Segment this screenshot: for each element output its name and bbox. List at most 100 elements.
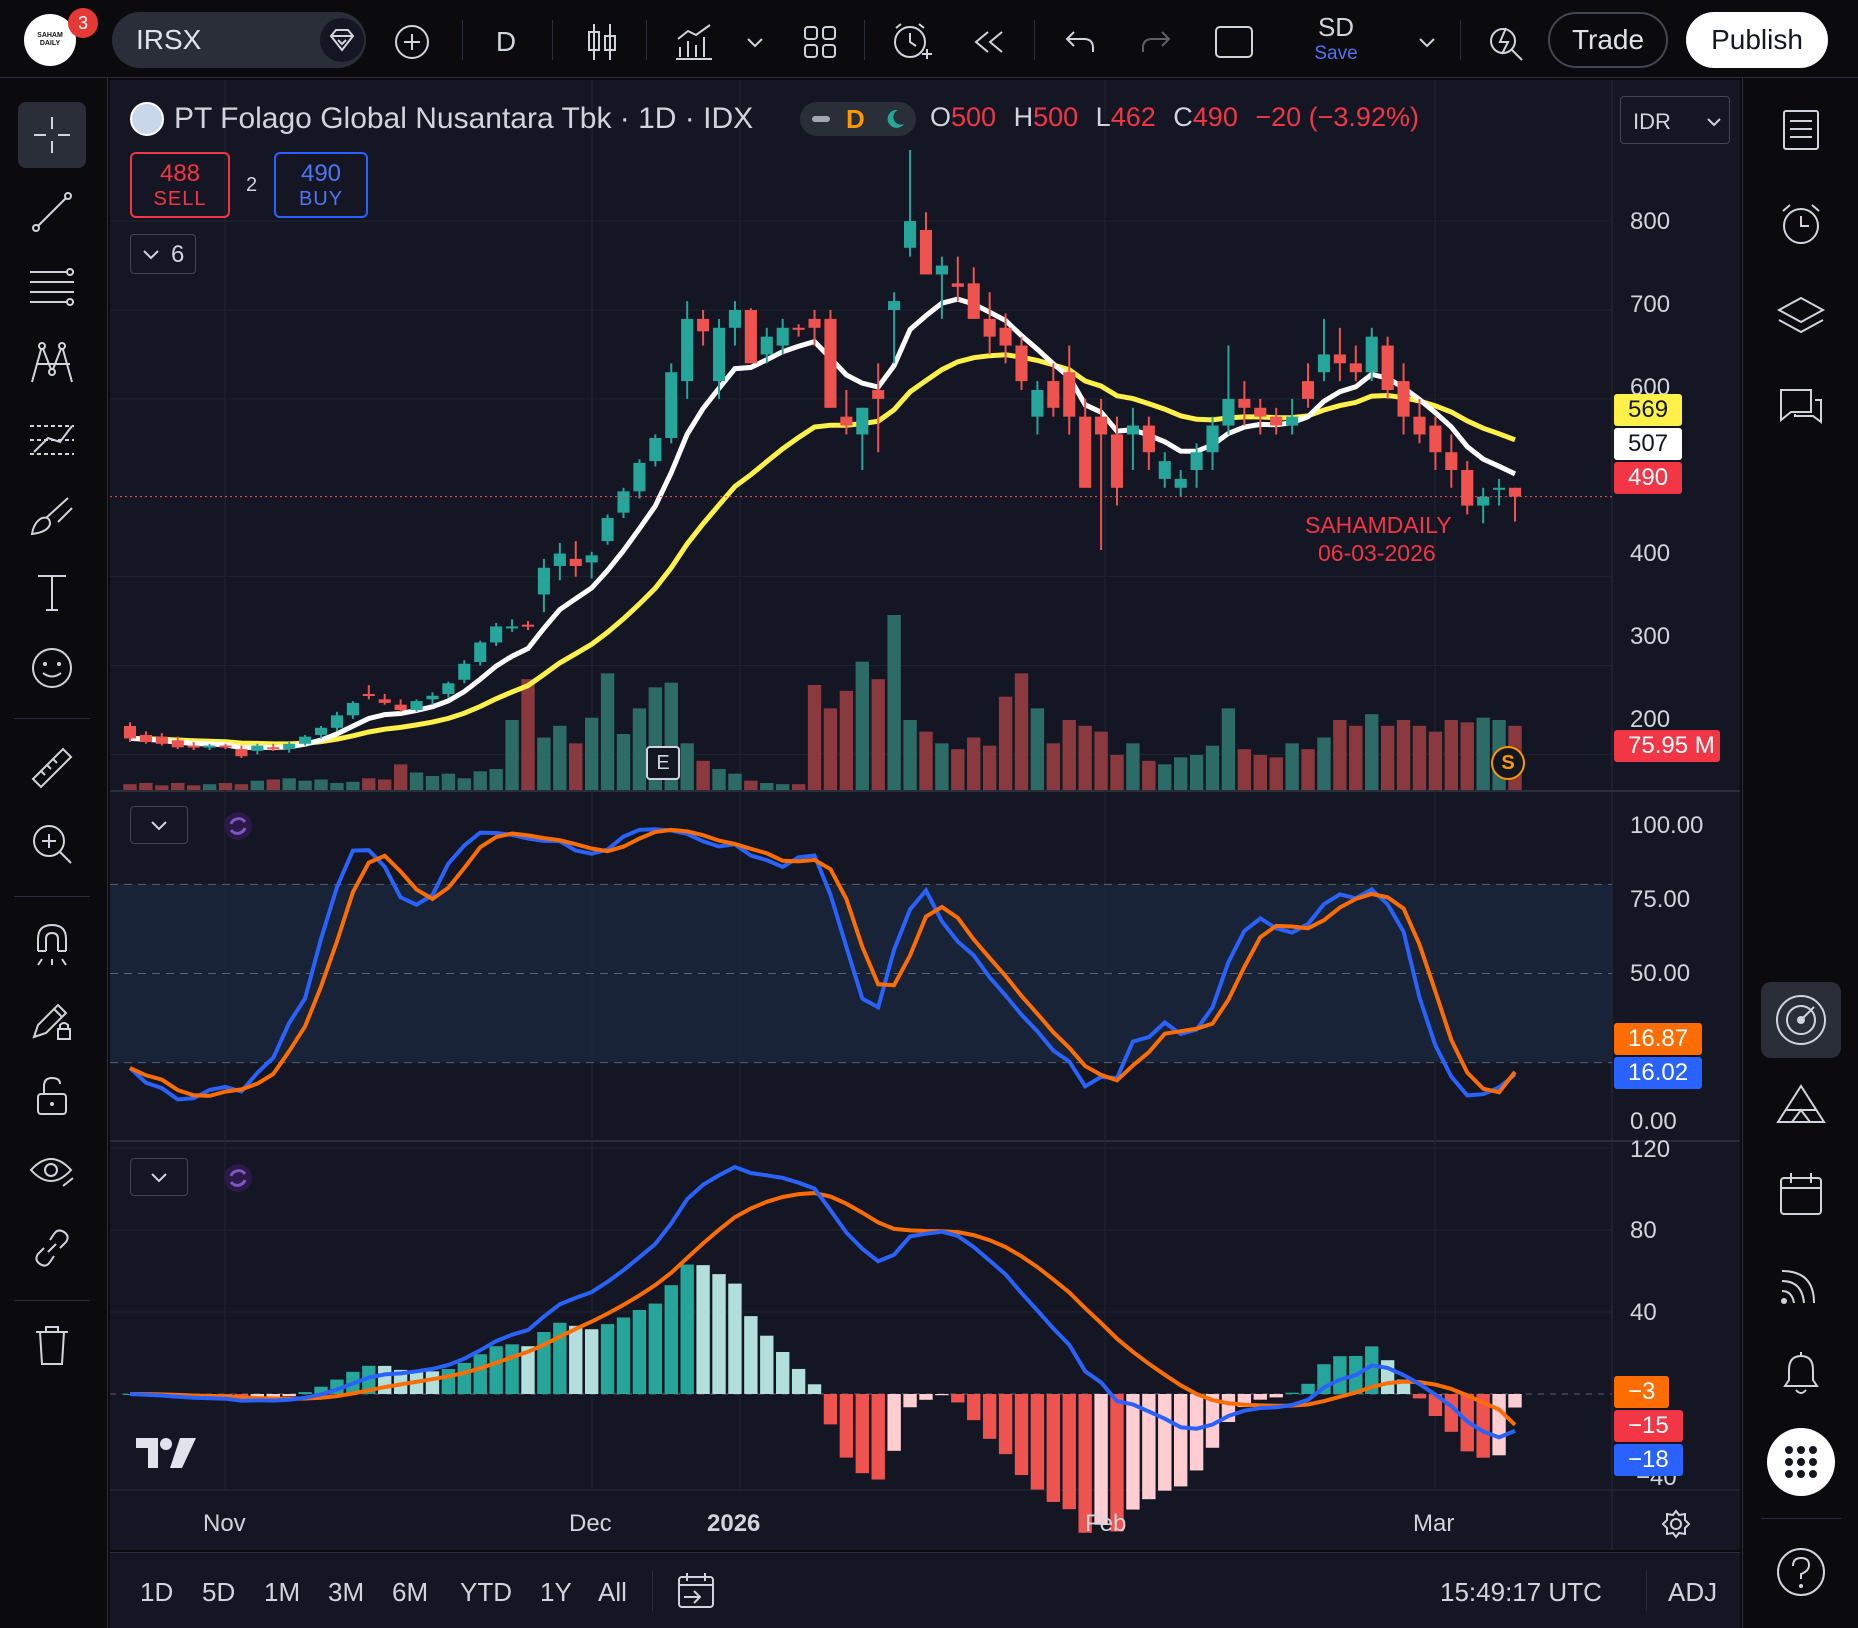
ma-fast-line <box>129 296 1517 751</box>
price-tick: 200 <box>1630 706 1671 733</box>
currency-select[interactable]: IDR <box>1620 96 1730 144</box>
macd-histogram-bar <box>1158 1394 1172 1491</box>
app-logo[interactable]: SAHAM DAILY <box>24 14 76 66</box>
range-1y[interactable]: 1Y <box>540 1577 572 1607</box>
macd-histogram-bar <box>919 1394 933 1400</box>
volume-bar <box>521 679 535 790</box>
symbol-search[interactable]: IRSX <box>112 12 366 68</box>
notifications-bell-icon[interactable] <box>1771 1344 1831 1404</box>
ruler-icon[interactable] <box>22 738 82 798</box>
diamond-icon[interactable] <box>320 18 364 62</box>
trend-line-icon[interactable] <box>22 182 82 242</box>
pattern-icon[interactable] <box>22 334 82 394</box>
range-ytd[interactable]: YTD <box>460 1577 512 1607</box>
macd-histogram-bar <box>1508 1394 1522 1408</box>
lock-icon[interactable] <box>22 1066 82 1126</box>
ideas-icon[interactable] <box>1771 1074 1831 1134</box>
volume-bar <box>903 720 917 790</box>
zoom-in-icon[interactable] <box>22 814 82 874</box>
trade-button[interactable]: Trade <box>1548 12 1668 68</box>
trash-icon[interactable] <box>22 1316 82 1376</box>
range-5d[interactable]: 5D <box>202 1577 236 1607</box>
split-marker[interactable]: S <box>1491 746 1525 780</box>
lock-drawing-pencil-icon[interactable] <box>22 990 82 1050</box>
go-to-date-icon[interactable] <box>676 1571 716 1611</box>
high-label: H <box>1013 102 1034 132</box>
replay-icon[interactable] <box>966 22 1010 62</box>
calendar-icon[interactable] <box>1771 1164 1831 1224</box>
stoch-collapse-button[interactable] <box>130 806 188 844</box>
redo-icon[interactable] <box>1134 22 1178 62</box>
chat-icon[interactable] <box>1771 378 1831 438</box>
indicators-icon[interactable] <box>672 20 716 64</box>
news-feed-icon[interactable] <box>1771 1254 1831 1314</box>
range-6m[interactable]: 6M <box>392 1577 429 1607</box>
volume-bar <box>1110 755 1124 790</box>
macd-collapse-button[interactable] <box>130 1158 188 1196</box>
macd-histogram-bar <box>1269 1394 1283 1398</box>
range-3m[interactable]: 3M <box>328 1577 365 1607</box>
target-icon[interactable] <box>1761 982 1841 1058</box>
candle-body <box>1429 425 1442 453</box>
candle-body <box>1413 416 1426 435</box>
interval-button[interactable]: D <box>495 26 517 57</box>
publish-button[interactable]: Publish <box>1686 12 1828 68</box>
macd-histogram-bar <box>1046 1394 1061 1502</box>
save-button[interactable]: SD Save <box>1300 12 1372 68</box>
earnings-marker[interactable]: E <box>646 746 680 780</box>
forecast-icon[interactable] <box>22 410 82 470</box>
legend-title[interactable]: PT Folago Global Nusantara Tbk · 1D · ID… <box>174 102 754 135</box>
range-1m[interactable]: 1M <box>264 1577 301 1607</box>
range-1d[interactable]: 1D <box>140 1577 174 1607</box>
save-options-chevron-icon[interactable] <box>1412 28 1442 58</box>
quick-search-icon[interactable] <box>1484 20 1528 64</box>
buy-button[interactable]: 490 BUY <box>274 152 368 218</box>
candle-body <box>888 301 901 310</box>
adj-toggle[interactable]: ADJ <box>1668 1577 1718 1607</box>
macd-histogram-bar <box>584 1329 599 1394</box>
clock[interactable]: 15:49:17 UTC <box>1440 1577 1602 1607</box>
candle-body <box>203 745 216 748</box>
macd-histogram-bar <box>1253 1394 1267 1400</box>
chevron-down-icon[interactable] <box>740 28 770 58</box>
moon-icon <box>887 109 904 128</box>
fib-retracement-icon[interactable] <box>22 258 82 318</box>
chart-settings-gear-icon[interactable] <box>1660 1508 1692 1540</box>
volume-bar <box>505 720 519 790</box>
candles-icon[interactable] <box>580 20 624 64</box>
link-icon[interactable] <box>22 1218 82 1278</box>
range-all[interactable]: All <box>598 1577 627 1607</box>
magnet-icon[interactable] <box>22 914 82 974</box>
add-symbol-icon[interactable] <box>390 20 434 64</box>
apps-grid-icon[interactable] <box>1767 1428 1835 1496</box>
sell-button[interactable]: 488 SELL <box>130 152 230 218</box>
candle-body <box>776 327 789 346</box>
watchlist-icon[interactable] <box>1771 100 1831 160</box>
candle-body <box>171 740 184 748</box>
volume-tag: 75.95 M <box>1614 730 1720 762</box>
undo-icon[interactable] <box>1058 22 1102 62</box>
layers-icon[interactable] <box>1771 286 1831 346</box>
session-status-group[interactable]: D <box>800 102 916 136</box>
macd-histogram-bar <box>903 1394 917 1408</box>
volume-bar <box>155 785 169 790</box>
earnings-marker-label: E <box>656 751 670 774</box>
crosshair-icon[interactable] <box>18 102 86 168</box>
layouts-icon[interactable] <box>798 20 842 64</box>
fullscreen-icon[interactable] <box>1210 20 1258 64</box>
chart-panel[interactable] <box>110 80 1740 1550</box>
macd-histogram-bar <box>1412 1394 1427 1399</box>
emoji-icon[interactable] <box>22 638 82 698</box>
macd-histogram-bar <box>1189 1394 1204 1471</box>
volume-bar <box>998 696 1013 790</box>
alarm-clock-icon[interactable] <box>1771 194 1831 254</box>
text-tool-icon[interactable] <box>22 562 82 622</box>
stoch-loading-icon <box>224 812 252 840</box>
alert-icon[interactable] <box>888 18 936 66</box>
eye-icon[interactable] <box>22 1142 82 1202</box>
indicators-collapse-button[interactable]: 6 <box>130 234 196 274</box>
brush-icon[interactable] <box>22 486 82 546</box>
help-icon[interactable] <box>1771 1542 1831 1602</box>
candle-body <box>251 745 264 751</box>
